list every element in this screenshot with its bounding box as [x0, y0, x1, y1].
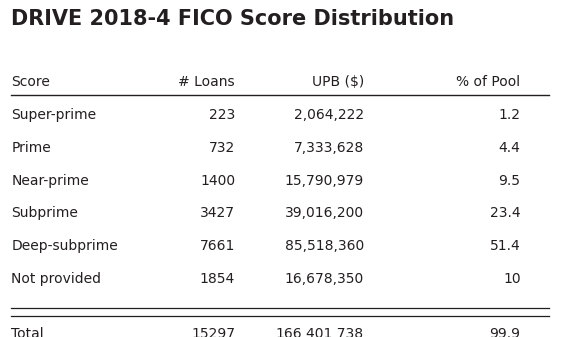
Text: 85,518,360: 85,518,360	[284, 239, 364, 253]
Text: Total: Total	[11, 327, 44, 337]
Text: Score: Score	[11, 75, 50, 89]
Text: 15297: 15297	[191, 327, 235, 337]
Text: 2,064,222: 2,064,222	[294, 108, 364, 122]
Text: 1.2: 1.2	[499, 108, 520, 122]
Text: Prime: Prime	[11, 141, 51, 155]
Text: 15,790,979: 15,790,979	[284, 174, 364, 188]
Text: 223: 223	[209, 108, 235, 122]
Text: % of Pool: % of Pool	[457, 75, 520, 89]
Text: UPB ($): UPB ($)	[312, 75, 364, 89]
Text: DRIVE 2018-4 FICO Score Distribution: DRIVE 2018-4 FICO Score Distribution	[11, 9, 454, 29]
Text: 51.4: 51.4	[490, 239, 520, 253]
Text: 166,401,738: 166,401,738	[276, 327, 364, 337]
Text: 1400: 1400	[200, 174, 235, 188]
Text: # Loans: # Loans	[178, 75, 235, 89]
Text: 16,678,350: 16,678,350	[284, 272, 364, 286]
Text: 23.4: 23.4	[490, 206, 520, 220]
Text: Super-prime: Super-prime	[11, 108, 96, 122]
Text: Deep-subprime: Deep-subprime	[11, 239, 118, 253]
Text: 732: 732	[209, 141, 235, 155]
Text: 99.9: 99.9	[490, 327, 520, 337]
Text: Subprime: Subprime	[11, 206, 78, 220]
Text: 4.4: 4.4	[499, 141, 520, 155]
Text: Near-prime: Near-prime	[11, 174, 89, 188]
Text: 10: 10	[503, 272, 520, 286]
Text: 7,333,628: 7,333,628	[294, 141, 364, 155]
Text: 7661: 7661	[200, 239, 235, 253]
Text: 1854: 1854	[200, 272, 235, 286]
Text: 3427: 3427	[200, 206, 235, 220]
Text: 9.5: 9.5	[499, 174, 520, 188]
Text: 39,016,200: 39,016,200	[285, 206, 364, 220]
Text: Not provided: Not provided	[11, 272, 101, 286]
